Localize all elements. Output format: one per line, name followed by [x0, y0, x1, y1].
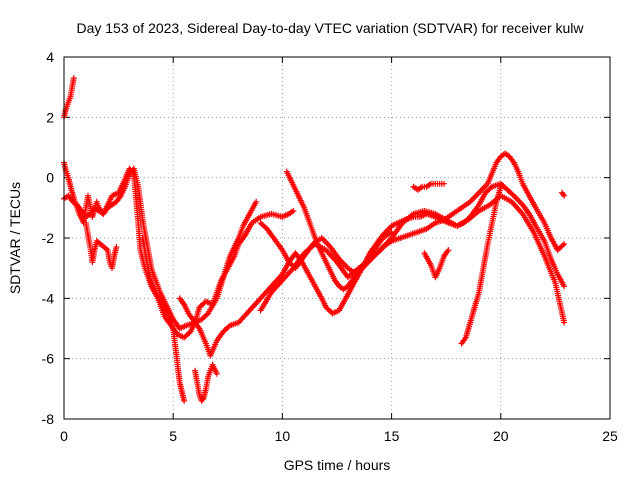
data-point	[561, 192, 568, 199]
series-s6	[192, 361, 220, 404]
y-tick-label: -6	[42, 351, 55, 367]
x-tick-label: 5	[169, 428, 177, 444]
series-s5	[139, 235, 188, 404]
axis-ticks: 0 5 10 15 20 25 -8 -6 -4 -2 0 2 4	[42, 49, 618, 444]
data-point	[561, 283, 568, 290]
chart-title: Day 153 of 2023, Sidereal Day-to-day VTE…	[76, 20, 584, 36]
data-point	[113, 244, 120, 251]
plot-frame	[63, 56, 611, 420]
data-point	[181, 397, 188, 404]
x-tick-label: 10	[275, 428, 291, 444]
x-axis-label: GPS time / hours	[284, 457, 391, 473]
series-s4	[82, 219, 120, 272]
x-tick-label: 20	[493, 428, 509, 444]
y-tick-label: -4	[42, 290, 55, 306]
data-point	[441, 180, 448, 187]
series-s7	[176, 180, 568, 359]
data-marks	[61, 75, 568, 404]
data-point	[487, 184, 494, 191]
series-s13	[421, 247, 452, 281]
x-tick-label: 25	[602, 428, 618, 444]
data-point	[213, 370, 220, 377]
data-point	[203, 311, 210, 318]
y-tick-label: 2	[46, 109, 54, 125]
data-point	[561, 241, 568, 248]
y-tick-label: 0	[46, 170, 54, 186]
data-point	[561, 319, 568, 326]
data-point	[186, 329, 193, 336]
data-point	[70, 75, 77, 82]
y-axis-label: SDTVAR / TECUs	[7, 182, 23, 294]
data-point	[290, 207, 297, 214]
data-point	[253, 198, 260, 205]
series-s12	[458, 183, 504, 347]
series-s8	[283, 168, 395, 293]
data-point	[559, 242, 566, 249]
series-s9	[257, 150, 568, 278]
series-s1	[61, 75, 77, 121]
data-point	[509, 191, 516, 198]
series-s10	[257, 192, 568, 326]
x-tick-label: 15	[384, 428, 400, 444]
series-s14	[558, 189, 568, 199]
x-tick-label: 0	[60, 428, 68, 444]
data-point	[497, 183, 504, 190]
data-point	[225, 323, 232, 330]
series-s11	[410, 180, 448, 193]
y-tick-label: 4	[46, 49, 54, 65]
y-tick-label: -8	[42, 411, 55, 427]
data-point	[445, 247, 452, 254]
y-tick-label: -2	[42, 230, 55, 246]
